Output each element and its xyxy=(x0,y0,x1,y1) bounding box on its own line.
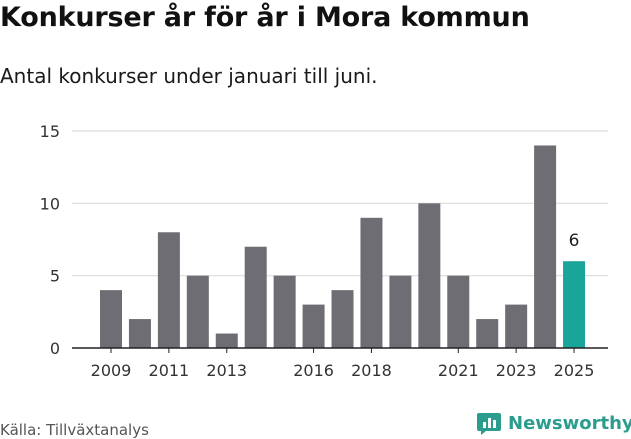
bar-2013 xyxy=(215,333,238,348)
bar-2024 xyxy=(534,145,557,348)
x-tick-label: 2025 xyxy=(554,361,595,380)
bar-2019 xyxy=(389,275,412,348)
bar-2010 xyxy=(128,319,151,348)
bar-2022 xyxy=(476,319,499,348)
x-tick-label: 2009 xyxy=(91,361,132,380)
bar-2014 xyxy=(244,246,267,348)
chart-title: Konkurser år för år i Mora kommun xyxy=(0,2,530,33)
x-tick-label: 2011 xyxy=(149,361,190,380)
bar-2017 xyxy=(331,290,354,348)
bar-2016 xyxy=(302,304,325,348)
chart-subtitle: Antal konkurser under januari till juni. xyxy=(0,64,378,88)
bar-2025 xyxy=(563,261,586,348)
y-tick-label: 15 xyxy=(40,122,60,141)
y-tick-label: 0 xyxy=(50,339,60,358)
brand-name: Newsworthy xyxy=(508,412,631,434)
x-tick-label: 2018 xyxy=(351,361,392,380)
brand-logo: Newsworthy xyxy=(476,408,631,438)
bar-chart: 0 5 10 15 2009 2011 2013 2016 2018 2021 2023 2025 6 xyxy=(40,122,608,380)
bar-2023 xyxy=(505,304,528,348)
bar-2015 xyxy=(273,275,296,348)
y-tick-label: 5 xyxy=(50,267,60,286)
bar-2021 xyxy=(447,275,470,348)
bar-2020 xyxy=(418,203,441,348)
x-tick-label: 2013 xyxy=(206,361,247,380)
bar-2009 xyxy=(100,290,122,348)
bar-2011 xyxy=(157,232,180,348)
x-tick-label: 2021 xyxy=(438,361,479,380)
data-label: 6 xyxy=(569,231,580,251)
bar-2012 xyxy=(186,275,209,348)
newsworthy-icon xyxy=(477,413,501,435)
source-note: Källa: Tillväxtanalys xyxy=(0,421,149,439)
x-tick-label: 2016 xyxy=(293,361,334,380)
x-tick-label: 2023 xyxy=(496,361,537,380)
bar-2018 xyxy=(360,217,383,348)
y-tick-label: 10 xyxy=(40,194,60,213)
